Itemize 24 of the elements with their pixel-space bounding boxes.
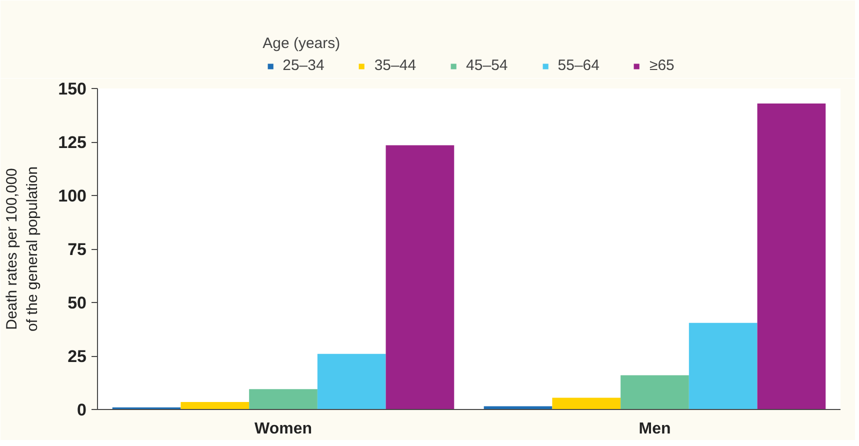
bar (249, 389, 318, 410)
legend-label: 55–64 (558, 57, 600, 74)
y-tick-label: 125 (58, 133, 87, 152)
legend-label: 35–44 (374, 57, 416, 74)
bar (620, 375, 689, 410)
bar (317, 354, 386, 410)
y-tick-label: 100 (58, 186, 87, 206)
legend-label: 25–34 (282, 57, 324, 74)
legend-title: Age (years) (262, 35, 342, 52)
x-tick-label: Men (638, 420, 671, 438)
y-tick-label: 75 (68, 240, 87, 259)
legend-label: 45–54 (466, 57, 508, 74)
bar (688, 322, 758, 410)
legend-label: ≥65 (649, 57, 674, 74)
x-tick-label: Women (254, 420, 312, 438)
bar (757, 103, 826, 410)
bar (386, 145, 454, 410)
y-tick-label: 150 (58, 80, 87, 98)
y-tick-label: 50 (68, 294, 87, 312)
bar (180, 402, 250, 410)
y-axis-title: Death rates per 100,000 of the general population (4, 166, 42, 332)
y-tick-label: 0 (77, 400, 87, 420)
y-tick-label: 25 (68, 347, 87, 366)
bar (552, 398, 621, 410)
